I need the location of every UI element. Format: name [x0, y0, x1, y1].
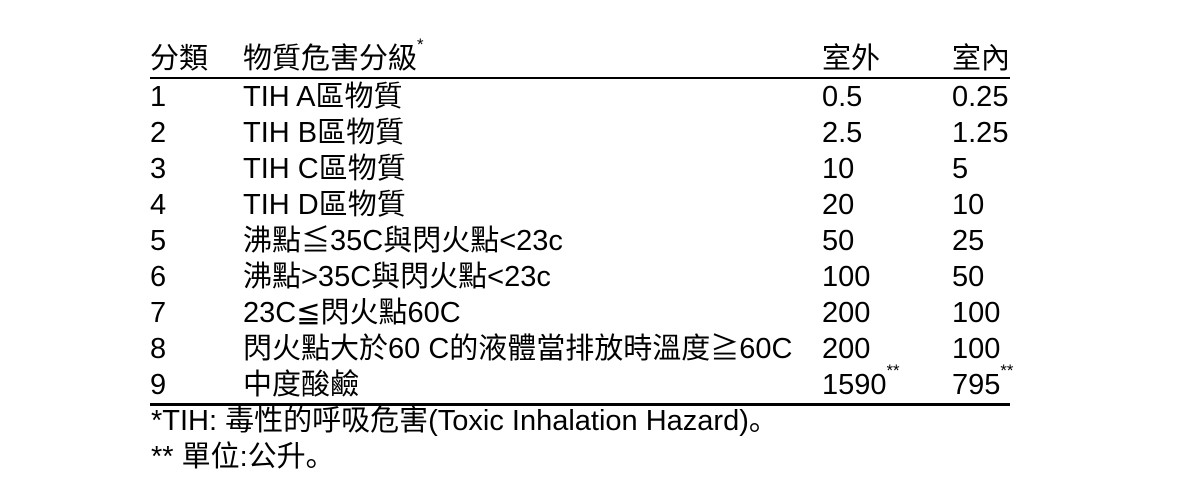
cell-indoor: 1.25: [950, 115, 1010, 151]
cell-indoor: 50: [950, 259, 1010, 295]
outdoor-value: 10: [822, 153, 855, 185]
cell-outdoor: 200: [820, 295, 950, 331]
cell-indoor: 100: [950, 295, 1010, 331]
cell-category: 4: [150, 189, 167, 221]
table-row: 8 閃火點大於60 C的液體當排放時溫度≧60C 200 100: [150, 331, 1010, 367]
cell-indoor: 5: [950, 151, 1010, 187]
indoor-value: 50: [952, 261, 985, 293]
cell-description: 中度酸鹼: [243, 369, 360, 401]
indoor-value: 100: [952, 297, 1001, 329]
cell-outdoor: 1590**: [820, 362, 950, 403]
cell-outdoor: 2.5: [820, 115, 950, 151]
cell-outdoor: 50: [820, 223, 950, 259]
header-description: 物質危害分級*: [243, 36, 820, 77]
table-row: 1 TIH A區物質 0.5 0.25: [150, 79, 1010, 115]
indoor-value: 5: [952, 153, 969, 185]
cell-indoor: 25: [950, 223, 1010, 259]
cell-category: 5: [150, 225, 167, 257]
cell-outdoor: 0.5: [820, 79, 950, 115]
cell-description: TIH D區物質: [243, 189, 406, 221]
indoor-value: 100: [952, 333, 1001, 365]
cell-indoor: 10: [950, 187, 1010, 223]
cell-category: 2: [150, 117, 167, 149]
cell-description: 沸點≦35C與閃火點<23c: [243, 225, 563, 257]
outdoor-value: 1590: [822, 369, 887, 401]
table-row: 6 沸點>35C與閃火點<23c 100 50: [150, 259, 1010, 295]
outdoor-value: 200: [822, 333, 871, 365]
cell-category: 9: [150, 369, 167, 401]
cell-category: 1: [150, 81, 167, 113]
header-description-label: 物質危害分級: [243, 43, 418, 75]
cell-category: 6: [150, 261, 167, 293]
cell-description: TIH C區物質: [243, 153, 406, 185]
outdoor-value: 2.5: [822, 117, 863, 149]
cell-category: 7: [150, 297, 167, 329]
cell-indoor: 0.25: [950, 79, 1010, 115]
cell-description: 閃火點大於60 C的液體當排放時溫度≧60C: [243, 333, 793, 365]
indoor-value: 795: [952, 369, 1001, 401]
indoor-value: 0.25: [952, 81, 1009, 113]
footnote-unit: ** 單位:公升。: [151, 441, 335, 473]
indoor-asterisks: **: [1000, 360, 1014, 380]
hazard-classification-table: 分類 物質危害分級* 室外 室內 1 TIH A區物質 0.5 0.25 2 TIH B區…: [150, 36, 1013, 406]
cell-outdoor: 10: [820, 151, 950, 187]
header-description-asterisk: *: [417, 34, 424, 54]
cell-description: 23C≦閃火點60C: [243, 297, 461, 329]
table-row: 3 TIH C區物質 10 5: [150, 151, 1010, 187]
table-header-row: 分類 物質危害分級* 室外 室內: [150, 36, 1011, 79]
cell-description: TIH A區物質: [243, 81, 403, 113]
outdoor-value: 200: [822, 297, 871, 329]
table-row: 5 沸點≦35C與閃火點<23c 50 25: [150, 223, 1010, 259]
cell-indoor: 795**: [950, 362, 1013, 403]
cell-category: 8: [150, 333, 167, 365]
cell-outdoor: 20: [820, 187, 950, 223]
outdoor-value: 0.5: [822, 81, 863, 113]
outdoor-value: 20: [822, 189, 855, 221]
cell-description: 沸點>35C與閃火點<23c: [243, 261, 551, 293]
footnote-tih-definition: *TIH: 毒性的呼吸危害(Toxic Inhalation Hazard)。: [151, 405, 778, 437]
indoor-value: 1.25: [952, 117, 1009, 149]
table-body: 1 TIH A區物質 0.5 0.25 2 TIH B區物質 2.5 1.25 3 TIH C區物…: [150, 79, 1013, 406]
cell-indoor: 100: [950, 331, 1010, 367]
cell-outdoor: 100: [820, 259, 950, 295]
cell-category: 3: [150, 153, 167, 185]
table-row: 7 23C≦閃火點60C 200 100: [150, 295, 1010, 331]
header-category: 分類: [150, 43, 209, 75]
cell-outdoor: 200: [820, 331, 950, 367]
outdoor-value: 100: [822, 261, 871, 293]
indoor-value: 25: [952, 225, 985, 257]
table-row: 9 中度酸鹼 1590** 795**: [150, 362, 1013, 403]
outdoor-asterisks: **: [886, 360, 900, 380]
table-row: 2 TIH B區物質 2.5 1.25: [150, 115, 1010, 151]
footnotes: *TIH: 毒性的呼吸危害(Toxic Inhalation Hazard)。 …: [151, 403, 778, 475]
outdoor-value: 50: [822, 225, 855, 257]
indoor-value: 10: [952, 189, 985, 221]
header-indoor: 室內: [952, 43, 1011, 75]
cell-description: TIH B區物質: [243, 117, 405, 149]
table-row: 4 TIH D區物質 20 10: [150, 187, 1010, 223]
header-outdoor: 室外: [822, 43, 881, 75]
